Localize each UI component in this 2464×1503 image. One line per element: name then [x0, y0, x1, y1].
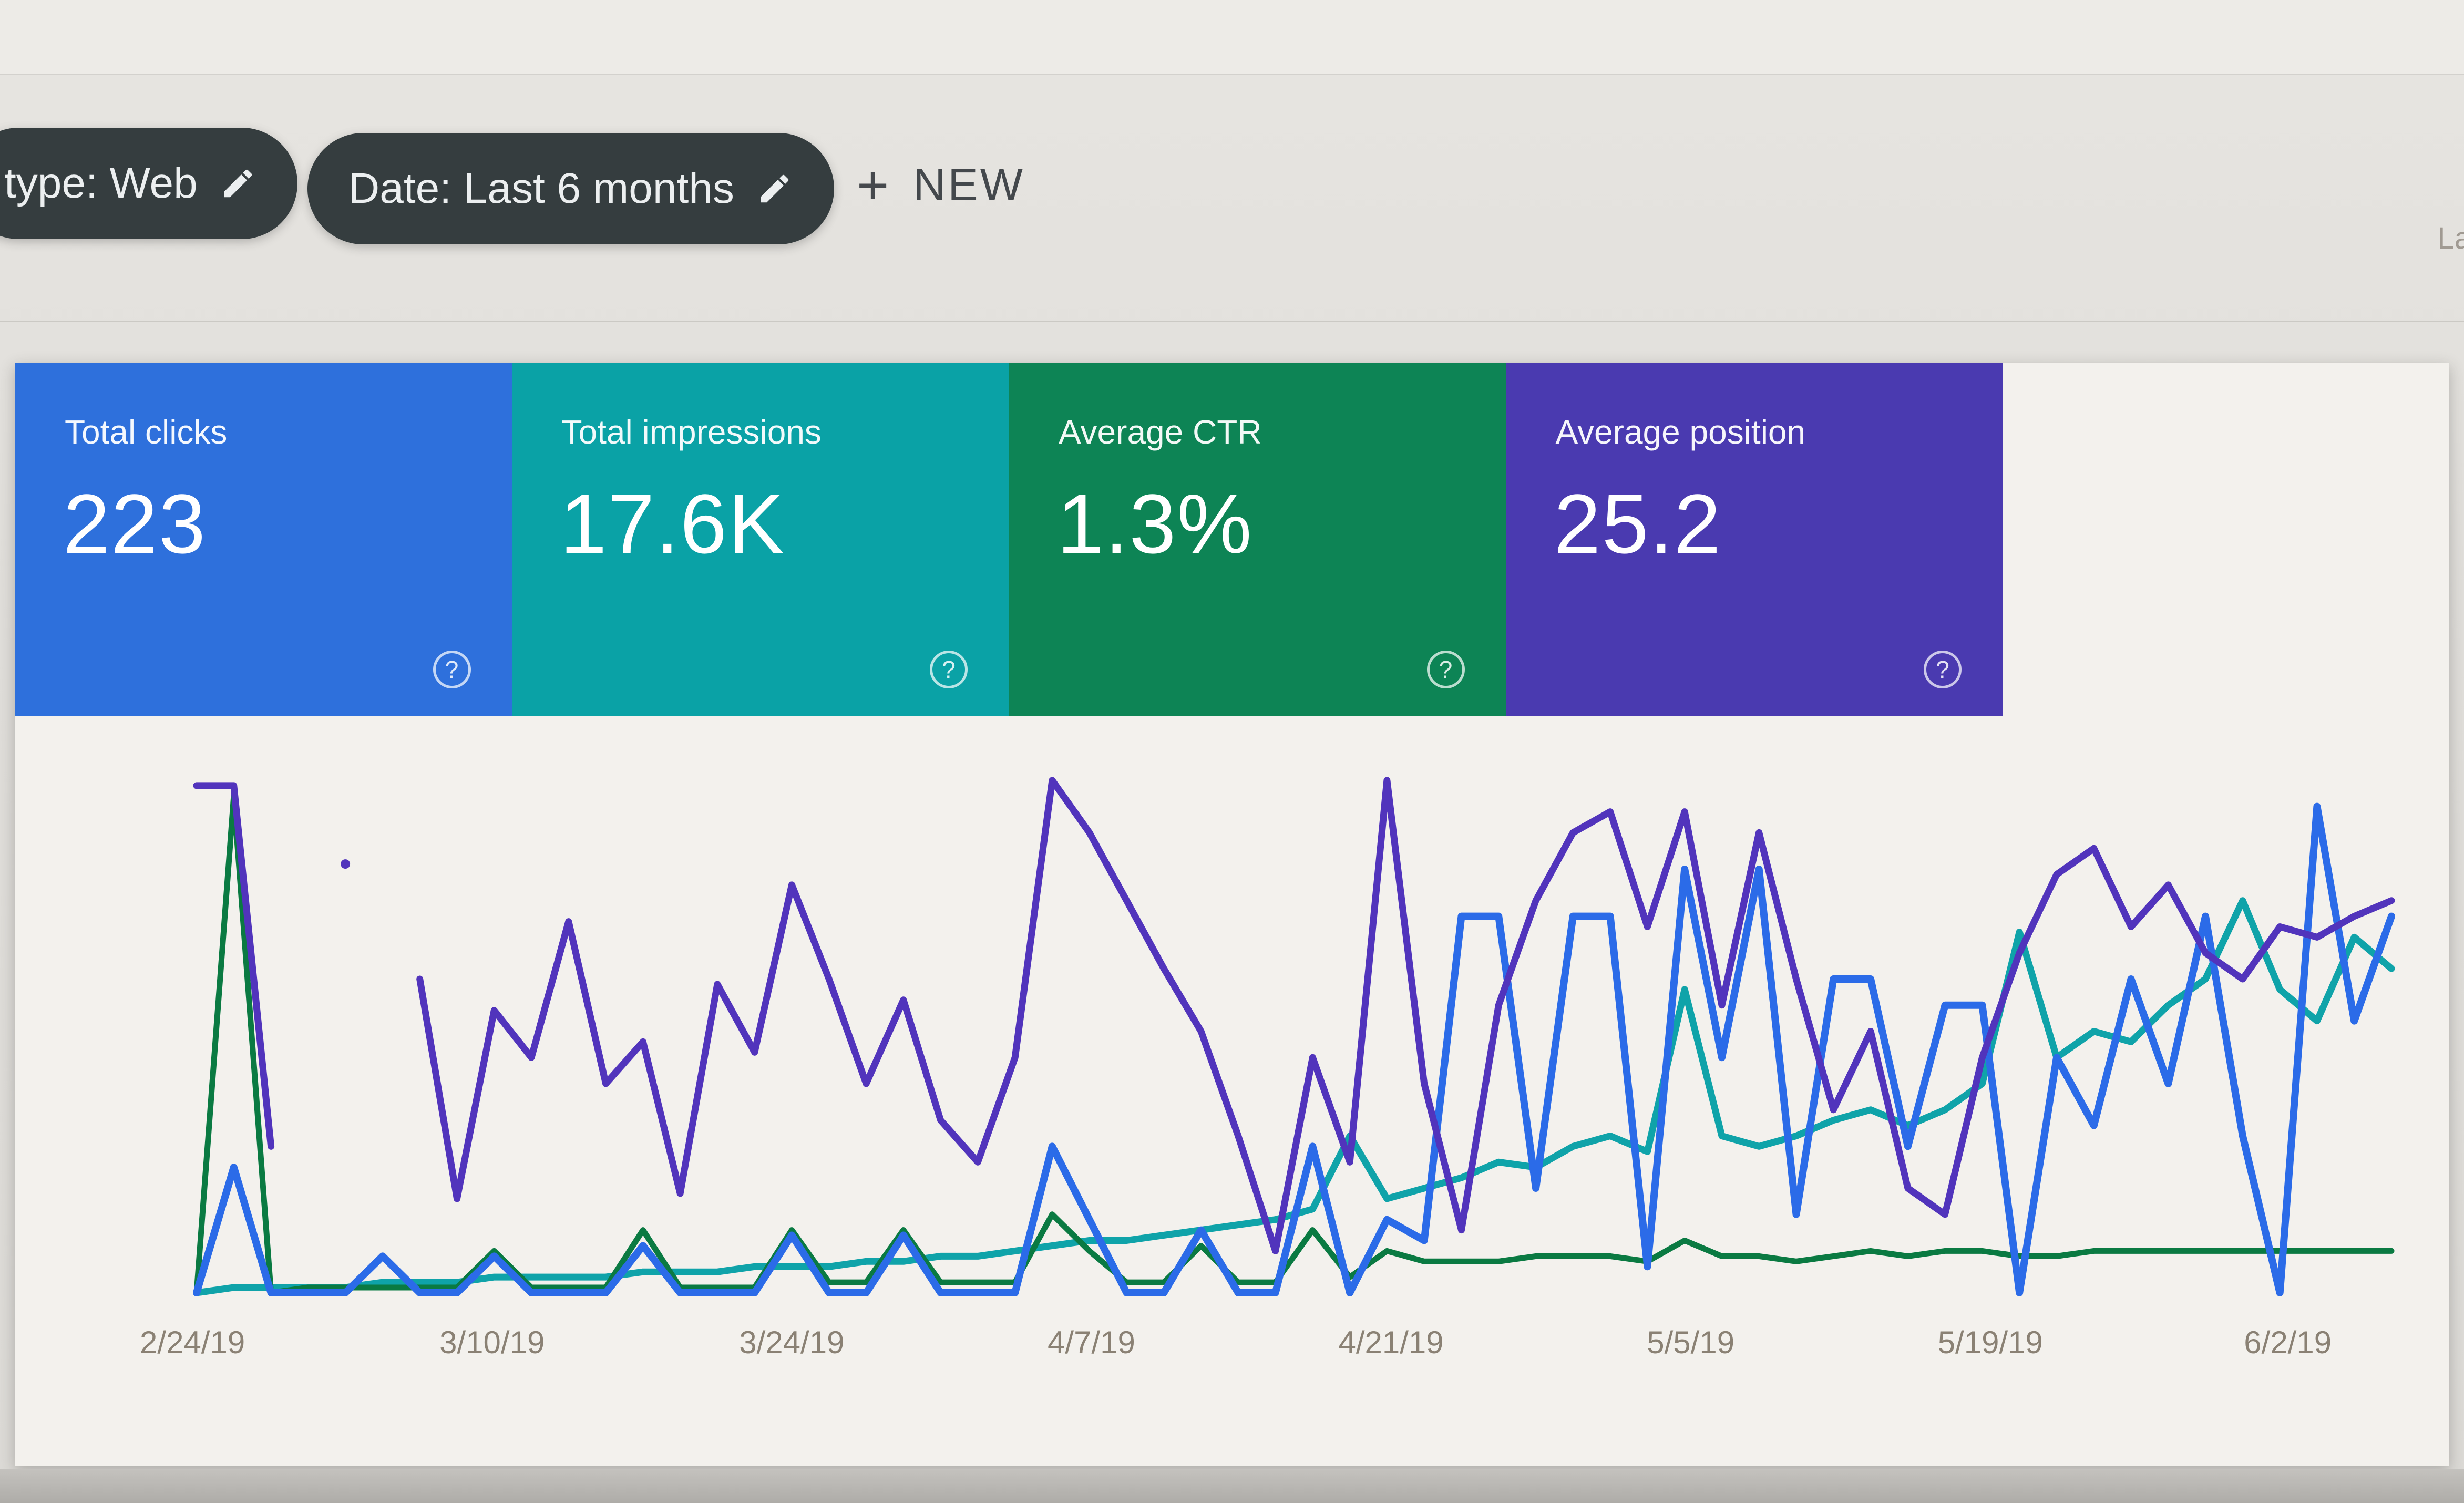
filter-toolbar: type: Web Date: Last 6 months + NEW La [0, 118, 2464, 255]
x-tick-label: 5/19/19 [1937, 1325, 2043, 1360]
average-position-value: 25.2 [1554, 477, 1722, 571]
average-ctr-card[interactable]: Average CTR 1.3% ? [1009, 363, 1506, 716]
last-updated-text-cropped: La [2437, 221, 2464, 255]
date-filter-label: Date: Last 6 months [348, 164, 734, 212]
new-filter-button[interactable]: + NEW [841, 147, 1041, 223]
x-tick-label: 4/21/19 [1338, 1325, 1444, 1360]
average-ctr-value: 1.3% [1057, 477, 1253, 571]
average-position-card[interactable]: Average position 25.2 ? [1505, 363, 2003, 716]
x-tick-label: 3/10/19 [439, 1325, 545, 1360]
x-tick-label: 4/7/19 [1048, 1325, 1135, 1360]
date-filter-chip[interactable]: Date: Last 6 months [307, 133, 834, 244]
average-ctr-label: Average CTR [1059, 413, 1262, 451]
app-top-bar [0, 0, 2464, 75]
performance-line-chart[interactable] [192, 762, 2396, 1303]
plus-icon: + [857, 155, 889, 216]
help-icon[interactable]: ? [930, 651, 968, 688]
toolbar-divider [0, 321, 2464, 322]
total-impressions-label: Total impressions [561, 413, 822, 451]
x-tick-label: 5/5/19 [1647, 1325, 1735, 1360]
x-tick-label: 3/24/19 [739, 1325, 845, 1360]
performance-chart-area[interactable] [192, 762, 2396, 1303]
help-icon[interactable]: ? [1924, 651, 1962, 688]
edit-pencil-icon[interactable] [220, 165, 256, 202]
total-impressions-value: 17.6K [560, 477, 785, 571]
average-position-label: Average position [1555, 413, 1806, 451]
x-tick-label: 6/2/19 [2244, 1325, 2332, 1360]
help-icon[interactable]: ? [433, 651, 471, 688]
x-tick-label: 2/24/19 [140, 1325, 245, 1360]
total-impressions-card[interactable]: Total impressions 17.6K ? [511, 363, 1009, 716]
performance-panel: Total clicks 223 ? Total impressions 17.… [15, 363, 2449, 1466]
total-clicks-value: 223 [63, 477, 207, 571]
search-type-filter-chip[interactable]: type: Web [0, 128, 297, 239]
summary-cards-row: Total clicks 223 ? Total impressions 17.… [15, 363, 2003, 716]
help-icon[interactable]: ? [1426, 651, 1465, 688]
monitor-bottom-edge [0, 1469, 2464, 1503]
search-type-filter-label: type: Web [4, 159, 198, 207]
total-clicks-label: Total clicks [65, 413, 228, 451]
new-filter-button-label: NEW [913, 160, 1025, 210]
edit-pencil-icon[interactable] [756, 170, 793, 207]
x-axis-labels: 2/24/19 3/10/19 3/24/19 4/7/19 4/21/19 5… [140, 1324, 2396, 1372]
total-clicks-card[interactable]: Total clicks 223 ? [15, 363, 512, 716]
